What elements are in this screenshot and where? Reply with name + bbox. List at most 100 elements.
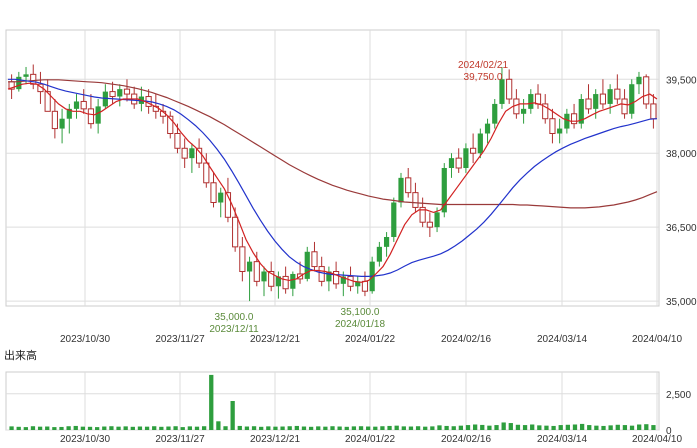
price-x-tick-label: 2024/04/10: [632, 334, 682, 345]
candle-body-up: [593, 94, 599, 109]
price-chart-frame: [5, 29, 660, 307]
candle-body-up: [304, 251, 310, 279]
volume-bar: [130, 426, 135, 430]
volume-bar: [601, 425, 606, 430]
volume-bar: [423, 426, 428, 430]
candle-body-down: [282, 275, 289, 290]
volume-bar: [551, 425, 556, 430]
volume-bar: [415, 426, 421, 430]
volume-bar: [294, 425, 299, 430]
volume-bar: [629, 425, 635, 430]
volume-bar: [351, 426, 357, 430]
candle-body-up: [492, 103, 498, 124]
candle-body-up: [66, 108, 72, 119]
volume-bar: [615, 424, 620, 430]
volume-bar: [116, 426, 121, 430]
volume-bar: [451, 426, 456, 430]
candle-body-down: [311, 251, 318, 268]
volume-bar: [37, 426, 43, 430]
volume-bar: [522, 425, 528, 430]
volume-bar: [651, 425, 656, 430]
candlesticks: [8, 64, 657, 302]
volume-chart-frame: [5, 371, 660, 431]
volume-bar: [508, 423, 513, 430]
candle-body-up: [636, 76, 642, 85]
candle-body-down: [419, 206, 426, 223]
volume-bar: [244, 426, 250, 430]
candle-body-down: [549, 118, 556, 135]
candle-body-down: [210, 182, 217, 204]
volume-y-tick-label: 0: [666, 426, 672, 437]
candle-body-up: [557, 128, 563, 134]
volume-bar: [30, 426, 36, 430]
candle-body-up: [218, 192, 224, 203]
volume-bars: [9, 374, 656, 430]
price-y-tick-label: 38,000: [666, 149, 697, 160]
candle-body-down: [203, 162, 210, 184]
volume-bar: [259, 426, 264, 430]
volume-y-axis: 2,500 0: [666, 390, 691, 437]
candle-body-up: [355, 281, 361, 287]
candle-body-down: [253, 261, 260, 282]
volume-bar: [45, 426, 50, 430]
volume-bar: [558, 425, 563, 430]
volume-gridlines: [6, 372, 659, 431]
volume-bar: [537, 425, 542, 430]
candle-body-up: [398, 177, 404, 203]
volume-bar: [230, 401, 235, 430]
candle-body-down: [44, 91, 51, 112]
volume-x-tick-label: 2024/01/22: [345, 434, 395, 445]
volume-bar: [52, 427, 57, 430]
candle-body-down: [51, 110, 58, 130]
volume-bar: [144, 426, 150, 430]
volume-bar: [308, 426, 314, 430]
candle-body-up: [499, 79, 505, 104]
volume-bar: [316, 426, 321, 430]
price-x-tick-label: 2023/11/27: [155, 334, 205, 345]
candle-body-up: [59, 118, 65, 129]
high-date-label: 2024/02/21: [458, 60, 508, 71]
volume-bar: [173, 426, 178, 430]
candle-body-down: [614, 88, 621, 100]
candle-body-down: [239, 246, 246, 273]
candle-body-up: [326, 271, 332, 282]
candle-body-down: [361, 280, 369, 292]
volume-bar: [201, 426, 207, 430]
candle-body-up: [189, 148, 195, 159]
candle-body-up: [23, 74, 29, 77]
volume-bar: [594, 425, 599, 430]
volume-x-tick-label: 2023/11/27: [155, 434, 205, 445]
candle-body-down: [570, 113, 578, 125]
candle-body-down: [455, 157, 462, 169]
volume-bar: [152, 426, 157, 430]
volume-bar: [337, 426, 342, 430]
candle-body-up: [95, 106, 101, 124]
volume-bar: [437, 425, 442, 430]
candle-body-down: [123, 88, 131, 95]
candle-body-up: [564, 113, 570, 129]
candle-body-up: [434, 212, 440, 228]
candle-body-up: [73, 101, 80, 109]
candle-body-down: [224, 192, 232, 218]
volume-bar: [544, 425, 549, 430]
candle-body-down: [405, 177, 412, 194]
volume-bar: [430, 426, 435, 430]
volume-bar: [358, 426, 364, 430]
candle-body-down: [181, 147, 188, 159]
volume-bar: [330, 426, 335, 430]
price-x-axis: 2023/10/30 2023/11/27 2023/12/21 2024/01/22…: [60, 334, 682, 345]
volume-bar: [394, 425, 399, 430]
price-x-tick-label: 2024/01/22: [345, 334, 395, 345]
low-value-2-label: 35,100.0: [341, 307, 380, 318]
price-y-tick-label: 39,500: [666, 75, 697, 86]
candle-body-up: [16, 76, 22, 90]
volume-bar: [608, 425, 613, 430]
ma-short-line: [7, 82, 658, 283]
volume-bar: [380, 426, 385, 430]
volume-bar: [73, 425, 78, 430]
candle-body-down: [470, 147, 477, 154]
low-date-label: 2023/12/11: [209, 324, 259, 335]
volume-bar: [66, 426, 71, 430]
candle-body-up: [275, 276, 282, 287]
